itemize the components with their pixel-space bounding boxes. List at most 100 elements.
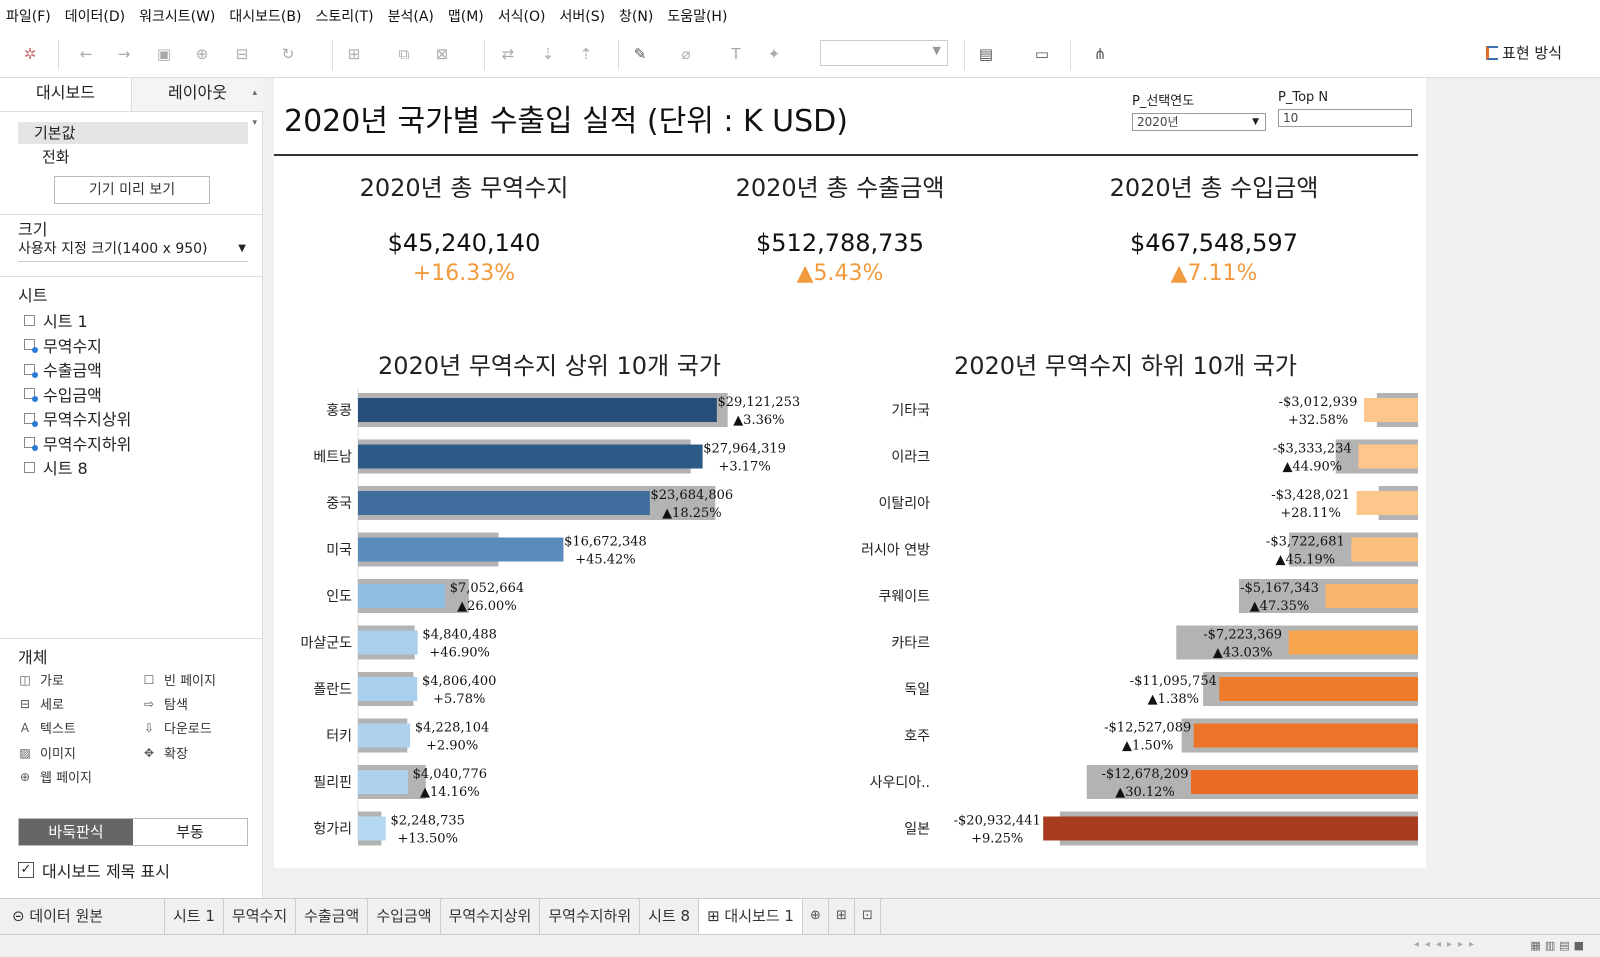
object-text[interactable]: A 텍스트 [18, 718, 76, 738]
new-sheet-icon[interactable]: ⊞ [347, 45, 361, 63]
kpi-value: $512,788,735 [756, 229, 924, 257]
tiled-button[interactable]: 바둑판식 [19, 819, 133, 845]
tab-navigation-icons[interactable]: ◂◂◂▸▸▸ [1413, 939, 1480, 950]
kpi-change: ▲5.43% [796, 261, 884, 286]
group-icon[interactable]: ⌀ [681, 45, 691, 63]
menu-item-7[interactable]: 서식(O) [497, 9, 546, 25]
menu-item-1[interactable]: 데이터(D) [64, 9, 126, 25]
bottom10-value-label: -$20,932,441 [954, 814, 1041, 829]
object-horizontal[interactable]: ◫ 가로 [19, 672, 64, 690]
param-year-label: P_선택연도 [1132, 94, 1195, 109]
clear-sheet-icon[interactable]: ⊠ [435, 45, 449, 63]
tableau-logo-icon[interactable]: ✲ [23, 45, 37, 63]
pause-updates-icon[interactable]: ⊟ [235, 45, 249, 63]
tab-sheet[interactable]: 무역수지하위 [540, 899, 641, 934]
text-icon: A [20, 720, 30, 735]
top10-bar [358, 444, 703, 469]
tab-layout[interactable]: 레이아웃 ▴ ▾ [131, 78, 263, 128]
top10-bar [358, 398, 717, 422]
highlight-icon[interactable]: ✎ [633, 45, 647, 63]
new-worksheet-icon[interactable]: ⊕ [803, 899, 829, 934]
menu-item-9[interactable]: 창(N) [619, 9, 654, 25]
sheet-list-item[interactable]: 수출금액 [24, 357, 102, 381]
device-default[interactable]: 기본값 [18, 122, 248, 144]
object-blank[interactable]: ☐ 빈 페이지 [143, 672, 216, 690]
tab-sheet[interactable]: 수입금액 [368, 899, 441, 934]
sheet-list-item[interactable]: 무역수지상위 [24, 406, 131, 430]
sheet-list-item[interactable]: 무역수지하위 [24, 431, 131, 455]
new-datasource-icon[interactable]: ⊕ [195, 45, 209, 63]
sort-asc-icon[interactable]: ⇣ [541, 45, 555, 63]
top10-bar [358, 584, 445, 608]
show-me-button[interactable]: 표현 방식 [1486, 42, 1562, 63]
object-extension[interactable]: ✥ 확장 [143, 745, 188, 763]
redo-icon[interactable]: → [117, 45, 131, 63]
tab-sheet[interactable]: 무역수지 [224, 899, 297, 934]
floating-button[interactable]: 부동 [176, 823, 204, 841]
menu-item-5[interactable]: 분석(A) [387, 9, 434, 25]
new-story-icon[interactable]: ⊡ [855, 899, 881, 934]
tab-dashboard-active[interactable]: ⊞ 대시보드 1 [699, 899, 803, 934]
refresh-icon[interactable]: ↻ [281, 45, 295, 63]
menu-item-8[interactable]: 서버(S) [559, 9, 606, 25]
checkmark-icon: ✓ [18, 862, 34, 878]
menu-item-6[interactable]: 맵(M) [447, 9, 484, 25]
sheet-name: 수출금액 [43, 361, 102, 380]
dashboard-side-panel: 대시보드 레이아웃 ▴ ▾ 기본값 전화 기기 미리 보기 크기 사용자 지정 크… [0, 78, 263, 898]
show-cards-icon[interactable]: ▤ [978, 45, 994, 63]
sheet-name: 무역수지하위 [43, 434, 132, 454]
object-image[interactable]: ▨ 이미지 [19, 745, 76, 763]
save-icon[interactable]: ▣ [156, 45, 172, 63]
sheet-list-item[interactable]: 시트 1 [24, 308, 88, 332]
device-phone[interactable]: 전화 [42, 148, 70, 166]
sort-desc-icon[interactable]: ⇡ [579, 45, 593, 63]
new-dashboard-icon[interactable]: ⊞ [829, 899, 855, 934]
menu-item-0[interactable]: 파일(F) [6, 9, 51, 25]
param-topn-input[interactable]: 10 [1278, 109, 1412, 127]
size-label: 크기 [18, 220, 48, 239]
object-navigation[interactable]: ⇨ 탐색 [143, 696, 188, 714]
size-dropdown[interactable]: 사용자 지정 크기(1400 x 950) ▼ [18, 238, 248, 262]
duplicate-sheet-icon[interactable]: ⧉ [398, 45, 410, 63]
kpi-change: +16.33% [412, 261, 516, 286]
bottom10-value-label: -$7,223,369 [1203, 628, 1282, 643]
menu-item-10[interactable]: 도움말(H) [667, 9, 728, 25]
object-download[interactable]: ⇩ 다운로드 [143, 720, 212, 738]
object-vertical[interactable]: ⊟ 세로 [19, 696, 64, 714]
bottom10-change-label: ▲1.50% [1122, 739, 1173, 754]
toolbar: ✲ ← → ▣ ⊕ ⊟ ↻ ⊞ ⧉ ⊠ ⇄ ⇣ ⇡ ✎ ⌀ T ✦ ▼ ▤ ▭ … [0, 32, 1600, 78]
labels-icon[interactable]: T [731, 45, 741, 63]
swap-icon[interactable]: ⇄ [501, 45, 515, 63]
bottom10-bar [1358, 444, 1418, 469]
sheet-list-item[interactable]: 무역수지 [24, 333, 102, 357]
tab-sheet[interactable]: 시트 8 [640, 899, 700, 934]
tab-dashboard[interactable]: 대시보드 [36, 83, 95, 102]
view-mode-icons[interactable]: ▦▥▤■ [1530, 939, 1588, 952]
object-webpage[interactable]: ⊕ 웹 페이지 [19, 769, 92, 787]
bottom10-bar [1193, 723, 1418, 748]
device-preview-button[interactable]: 기기 미리 보기 [54, 176, 210, 204]
undo-icon[interactable]: ← [79, 45, 93, 63]
tab-data-source[interactable]: ⊝ 데이터 원본 [0, 899, 165, 934]
fit-dropdown[interactable]: ▼ [820, 40, 948, 66]
show-title-checkbox[interactable]: ✓ 대시보드 제목 표시 [18, 858, 170, 882]
param-year-dropdown[interactable]: 2020년 ▼ [1132, 113, 1266, 131]
top10-change-label: ▲26.00% [457, 599, 517, 614]
pin-icon[interactable]: ✦ [767, 45, 781, 63]
sheet-list-item[interactable]: 시트 8 [24, 455, 88, 479]
menu-item-3[interactable]: 대시보드(B) [229, 9, 302, 25]
sheets-label: 시트 [18, 286, 48, 305]
tab-sheet[interactable]: 수출금액 [296, 899, 369, 934]
sheet-list-item[interactable]: 수입금액 [24, 382, 102, 406]
share-icon[interactable]: ⋔ [1093, 45, 1107, 63]
image-icon: ▨ [19, 745, 31, 760]
menu-item-4[interactable]: 스토리(T) [315, 9, 374, 25]
top10-category-label: 홍콩 [326, 403, 352, 419]
presentation-mode-icon[interactable]: ▭ [1034, 45, 1050, 63]
worksheet-icon [24, 388, 38, 402]
tab-sheet[interactable]: 무역수지상위 [441, 899, 541, 934]
kpi-import-total: 2020년 총 수입금액 $467,548,597 ▲7.11% [1064, 168, 1364, 286]
menu-item-2[interactable]: 워크시트(W) [139, 9, 216, 25]
tab-sheet[interactable]: 시트 1 [165, 899, 224, 934]
top10-category-label: 헝가리 [313, 822, 352, 838]
